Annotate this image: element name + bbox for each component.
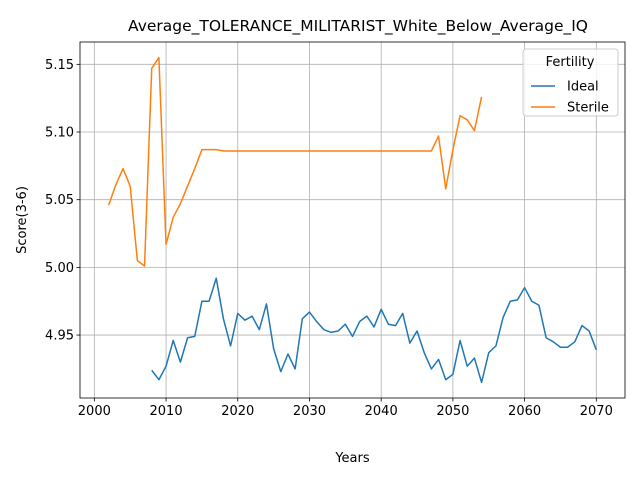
x-tick-label: 2000 — [78, 404, 111, 419]
legend-label-ideal: Ideal — [567, 80, 599, 95]
x-tick-label: 2010 — [150, 404, 183, 419]
legend-label-sterile: Sterile — [567, 101, 609, 116]
legend-title: Fertility — [546, 55, 595, 70]
y-tick-label: 5.15 — [45, 58, 74, 73]
x-axis: 2000 2010 2020 2030 2040 2050 2060 2070 — [78, 398, 613, 419]
y-tick-label: 5.10 — [45, 126, 74, 141]
x-tick-label: 2070 — [580, 404, 613, 419]
legend-box — [522, 48, 619, 117]
x-tick-label: 2030 — [293, 404, 326, 419]
y-axis: 4.95 5.00 5.05 5.10 5.15 — [45, 58, 80, 344]
series-lines — [107, 56, 598, 384]
series-line-ideal — [151, 277, 598, 384]
y-tick-label: 5.00 — [45, 261, 74, 276]
x-tick-label: 2050 — [436, 404, 469, 419]
x-tick-label: 2020 — [221, 404, 254, 419]
x-tick-label: 2060 — [508, 404, 541, 419]
legend: Fertility Ideal Sterile — [522, 48, 619, 117]
y-tick-label: 4.95 — [45, 329, 74, 344]
series-line-sterile — [107, 56, 483, 267]
y-tick-label: 5.05 — [45, 193, 74, 208]
plot-frame — [79, 41, 626, 399]
x-axis-label: Years — [334, 451, 370, 466]
chart-title: Average_TOLERANCE_MILITARIST_White_Below… — [128, 17, 588, 36]
y-axis-label: Score(3-6) — [15, 186, 30, 254]
x-tick-label: 2040 — [365, 404, 398, 419]
